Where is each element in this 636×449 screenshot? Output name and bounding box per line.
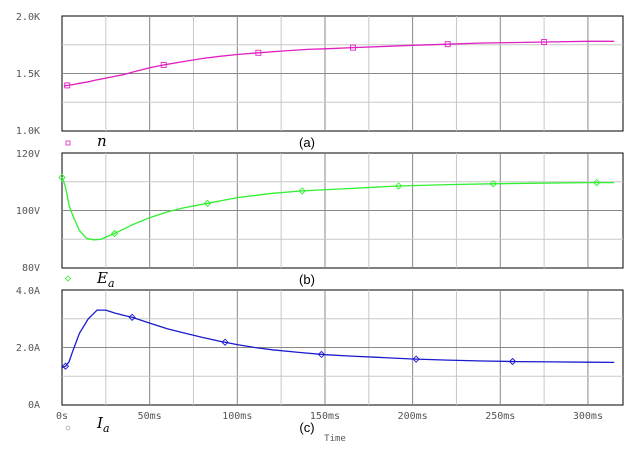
- data-point-marker: [394, 182, 403, 190]
- series-line-c: [61, 309, 615, 369]
- data-point-marker: [128, 313, 136, 321]
- x-tick-label: 200ms: [398, 411, 428, 422]
- x-tick-label: 0s: [56, 411, 68, 422]
- x-tick-label: 100ms: [222, 411, 252, 422]
- data-point-marker: [61, 362, 70, 370]
- data-point-marker: [298, 187, 306, 195]
- series-line-b: [61, 177, 615, 241]
- panel-a: 2.0K 1.5K 1.0K n (a): [16, 12, 624, 150]
- panel-a-ytick-bottom: 1.0K: [16, 126, 40, 137]
- panel-b: 120V 100V 80V Ea (b): [16, 149, 624, 290]
- data-point-marker: [58, 173, 66, 182]
- panel-a-ytick-top: 2.0K: [16, 12, 40, 23]
- legend-ia-label: Ia: [96, 414, 110, 435]
- legend-ea-label: Ea: [96, 269, 115, 290]
- panel-a-grid: [62, 16, 623, 131]
- panel-c: 4.0A 2.0A 0A 0s 50ms 100ms 150ms 200ms 250ms 3…: [16, 286, 624, 444]
- data-point-marker: [412, 355, 420, 363]
- x-tick-label: 50ms: [138, 411, 162, 422]
- series-line-a: [63, 40, 615, 87]
- data-point-marker: [160, 62, 167, 68]
- panel-c-xticks: 0s 50ms 100ms 150ms 200ms 250ms 300ms: [56, 411, 603, 422]
- legend-ea-marker: [64, 275, 72, 282]
- data-point-marker: [489, 180, 497, 188]
- data-point-marker: [593, 178, 601, 187]
- data-point-marker: [541, 39, 548, 45]
- legend-ea-subscript: a: [108, 277, 115, 290]
- legend-ia-symbol: I: [96, 414, 104, 432]
- data-point-marker: [444, 41, 451, 48]
- panel-a-caption: (a): [299, 135, 315, 150]
- panel-b-ytick-mid: 100V: [16, 206, 40, 217]
- data-point-marker: [110, 229, 119, 238]
- panel-b-ytick-top: 120V: [16, 149, 40, 160]
- data-point-marker: [64, 82, 71, 89]
- data-point-marker: [350, 44, 356, 51]
- data-point-marker: [221, 338, 229, 346]
- panel-c-ytick-bottom: 0A: [28, 400, 40, 411]
- legend-ia-marker: [65, 425, 71, 431]
- data-point-marker: [203, 199, 212, 207]
- panel-c-grid: [62, 290, 623, 405]
- legend-n-marker: [65, 140, 71, 146]
- panel-b-grid: [62, 153, 623, 268]
- panel-c-ytick-top: 4.0A: [16, 286, 40, 297]
- panel-c-ytick-mid: 2.0A: [16, 343, 40, 354]
- data-point-marker: [255, 49, 262, 56]
- panel-c-series: [61, 309, 615, 370]
- panel-b-series: [58, 173, 615, 241]
- panel-a-ytick-mid: 1.5K: [16, 69, 40, 80]
- x-tick-label: 150ms: [310, 411, 340, 422]
- panel-b-caption: (b): [299, 272, 315, 287]
- panel-b-ytick-bottom: 80V: [22, 263, 40, 274]
- data-point-marker: [317, 350, 326, 359]
- legend-ia-subscript: a: [103, 422, 110, 435]
- panel-a-series: [63, 39, 615, 89]
- legend-ea-symbol: E: [96, 269, 108, 287]
- x-tick-label: 250ms: [485, 411, 515, 422]
- x-axis-label: Time: [324, 434, 346, 444]
- data-point-marker: [508, 357, 517, 366]
- x-tick-label: 300ms: [573, 411, 603, 422]
- legend-n-label: n: [97, 132, 107, 150]
- panel-c-caption: (c): [299, 420, 314, 435]
